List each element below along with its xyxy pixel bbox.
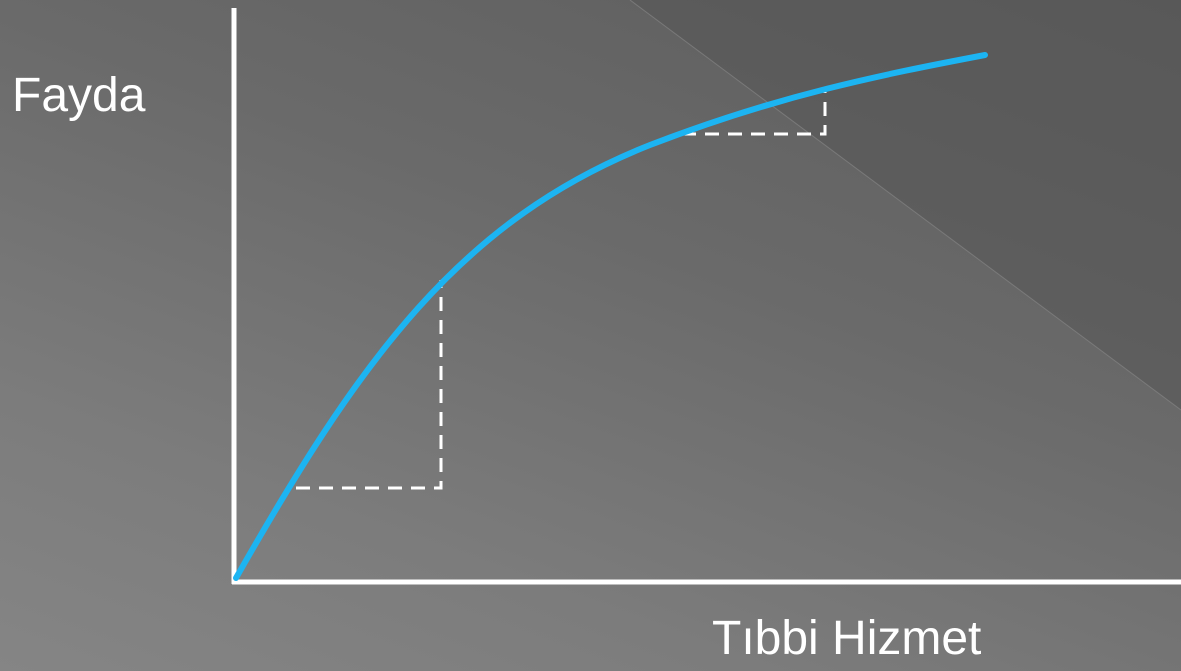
y-axis-label: Fayda	[12, 69, 146, 122]
lower-increment-guide	[296, 280, 443, 490]
background-panel-edge	[629, 0, 1181, 411]
x-axis-label: Tıbbi Hizmet	[712, 612, 982, 665]
upper-increment-guide	[682, 90, 827, 136]
utility-curve	[233, 52, 988, 581]
